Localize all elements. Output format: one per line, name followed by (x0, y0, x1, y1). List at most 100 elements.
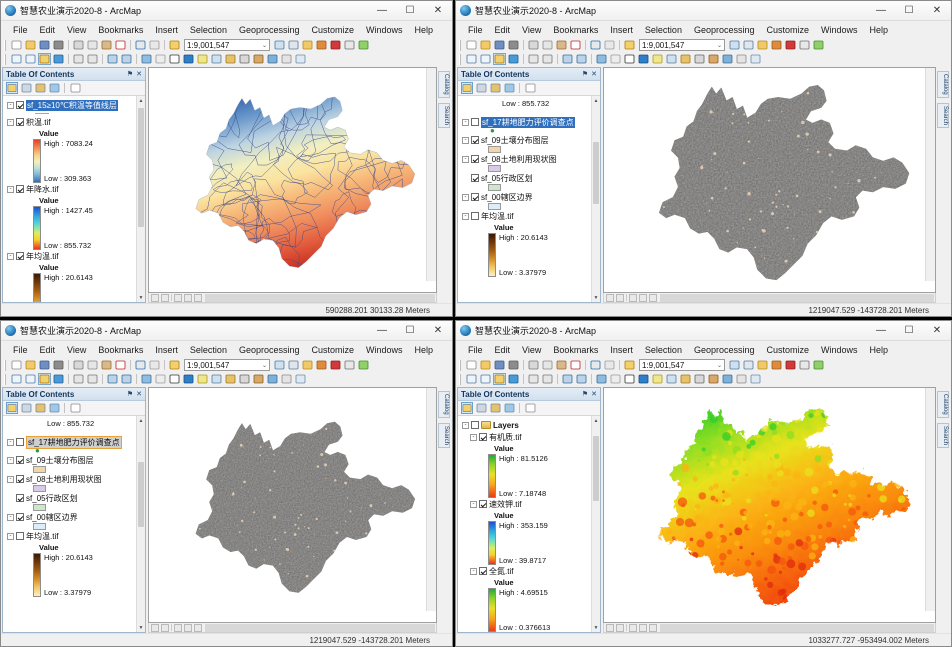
toc-layer-row[interactable]: - sf_08土地利用现状图 (3, 473, 136, 485)
data-view-button[interactable] (606, 293, 614, 302)
layer-visibility-checkbox[interactable] (479, 433, 487, 441)
minimize-button[interactable]: — (377, 4, 387, 16)
copy-icon[interactable] (86, 359, 99, 371)
menu-item-view[interactable]: View (67, 24, 87, 35)
table-of-contents-icon[interactable] (742, 39, 755, 51)
html-popup-icon[interactable] (210, 373, 223, 385)
menu-item-geoprocessing[interactable]: Geoprocessing (238, 24, 300, 35)
minimize-button[interactable]: — (876, 324, 886, 336)
catalog-window-icon[interactable] (301, 39, 314, 51)
expander-toggle[interactable]: - (462, 136, 469, 144)
minimize-button[interactable]: — (377, 324, 387, 336)
list-by-visibility-icon[interactable] (489, 402, 501, 414)
expander-toggle[interactable]: - (462, 421, 469, 429)
toc-layer-row[interactable]: - sf_09土壤分布图层 (3, 454, 136, 466)
undo-icon[interactable] (589, 39, 602, 51)
menu-item-customize[interactable]: Customize (766, 24, 810, 35)
side-tab-search[interactable]: Search (438, 102, 450, 128)
close-icon[interactable]: ✕ (591, 391, 597, 398)
zoom-out-icon[interactable] (24, 53, 37, 65)
layer-visibility-checkbox[interactable] (471, 136, 479, 144)
menu-item-windows[interactable]: Windows (366, 344, 403, 355)
html-popup-icon[interactable] (665, 53, 678, 65)
open-icon[interactable] (24, 359, 37, 371)
menu-item-windows[interactable]: Windows (821, 344, 858, 355)
toc-layer-row[interactable]: sf_05行政区划 (3, 492, 136, 504)
layer-name[interactable]: sf_09土壤分布图层 (26, 455, 94, 465)
fixed-zoom-in-icon[interactable] (72, 373, 85, 385)
add-data-icon[interactable] (168, 39, 181, 51)
menu-item-file[interactable]: File (13, 344, 28, 355)
layer-visibility-checkbox[interactable] (16, 438, 24, 446)
map-scale-combobox[interactable]: 1:9,001,547 ⌄ (184, 39, 270, 51)
close-button[interactable]: ✕ (932, 324, 942, 336)
layer-name[interactable]: 年均温.tif (26, 531, 59, 541)
print-icon[interactable] (52, 359, 65, 371)
expander-toggle[interactable]: - (7, 101, 14, 109)
expander-toggle[interactable]: - (7, 118, 14, 126)
menu-item-bookmarks[interactable]: Bookmarks (553, 24, 599, 35)
open-icon[interactable] (24, 39, 37, 51)
full-extent-icon[interactable] (52, 53, 65, 65)
list-by-visibility-icon[interactable] (34, 82, 46, 94)
maximize-button[interactable]: ☐ (405, 324, 415, 336)
cut-icon[interactable] (72, 359, 85, 371)
expander-toggle[interactable]: - (7, 438, 14, 446)
expander-toggle[interactable]: - (7, 532, 14, 540)
create-viewer-icon[interactable] (294, 373, 307, 385)
select-elements-icon[interactable] (623, 53, 636, 65)
toolbar-grip[interactable] (459, 53, 462, 65)
select-features-icon[interactable] (595, 53, 608, 65)
menu-item-insert[interactable]: Insert (155, 344, 178, 355)
expander-toggle[interactable] (7, 495, 14, 502)
go-back-icon[interactable] (106, 53, 119, 65)
toc-layer-row[interactable]: - sf_15≥10℃积温等值线层 (3, 99, 136, 111)
find-icon[interactable] (238, 53, 251, 65)
redo-icon[interactable] (148, 359, 161, 371)
save-icon[interactable] (493, 39, 506, 51)
find-route-icon[interactable] (707, 373, 720, 385)
fixed-zoom-out-icon[interactable] (86, 53, 99, 65)
list-by-visibility-icon[interactable] (34, 402, 46, 414)
layout-zoom-button[interactable] (649, 293, 657, 302)
toc-vertical-scrollbar[interactable]: ▲ ▼ (136, 416, 145, 632)
menu-item-help[interactable]: Help (869, 344, 889, 355)
fixed-zoom-out-icon[interactable] (541, 53, 554, 65)
zoom-in-icon[interactable] (10, 53, 23, 65)
new-document-icon[interactable] (465, 39, 478, 51)
toc-layer-row[interactable]: - 年均温.tif (458, 210, 591, 222)
add-data-icon[interactable] (623, 359, 636, 371)
delete-icon[interactable] (569, 359, 582, 371)
go-forward-icon[interactable] (120, 53, 133, 65)
redo-icon[interactable] (148, 39, 161, 51)
catalog-window-icon[interactable] (301, 359, 314, 371)
time-slider-icon[interactable] (280, 53, 293, 65)
catalog-window-icon[interactable] (756, 359, 769, 371)
select-features-icon[interactable] (595, 373, 608, 385)
go-forward-icon[interactable] (575, 373, 588, 385)
toc-layer-row[interactable]: - 年降水.tif (3, 183, 136, 195)
scroll-up-arrow[interactable]: ▲ (592, 96, 600, 105)
time-slider-icon[interactable] (735, 53, 748, 65)
expander-toggle[interactable]: - (462, 118, 469, 126)
layer-name[interactable]: sf_05行政区划 (481, 173, 533, 183)
maximize-button[interactable]: ☐ (904, 4, 914, 16)
fixed-zoom-in-icon[interactable] (527, 53, 540, 65)
model-builder-icon[interactable] (357, 39, 370, 51)
toolbox-window-icon[interactable] (329, 39, 342, 51)
map-scale-combobox[interactable]: 1:9,001,547 ⌄ (639, 359, 725, 371)
layer-name[interactable]: 有机质.tif (489, 432, 522, 442)
toolbar-grip[interactable] (459, 359, 462, 371)
layer-name[interactable]: 速效钾.tif (489, 499, 522, 509)
menu-item-file[interactable]: File (468, 24, 483, 35)
editor-toolbar-icon[interactable] (728, 359, 741, 371)
layer-visibility-checkbox[interactable] (471, 421, 479, 429)
delete-icon[interactable] (569, 39, 582, 51)
horizontal-scroll-track[interactable] (660, 623, 934, 632)
menu-item-customize[interactable]: Customize (311, 344, 355, 355)
expander-toggle[interactable]: - (7, 513, 14, 521)
open-icon[interactable] (479, 39, 492, 51)
expander-toggle[interactable]: - (462, 193, 469, 201)
maximize-button[interactable]: ☐ (904, 324, 914, 336)
chevron-down-icon[interactable]: ⌄ (716, 42, 722, 49)
